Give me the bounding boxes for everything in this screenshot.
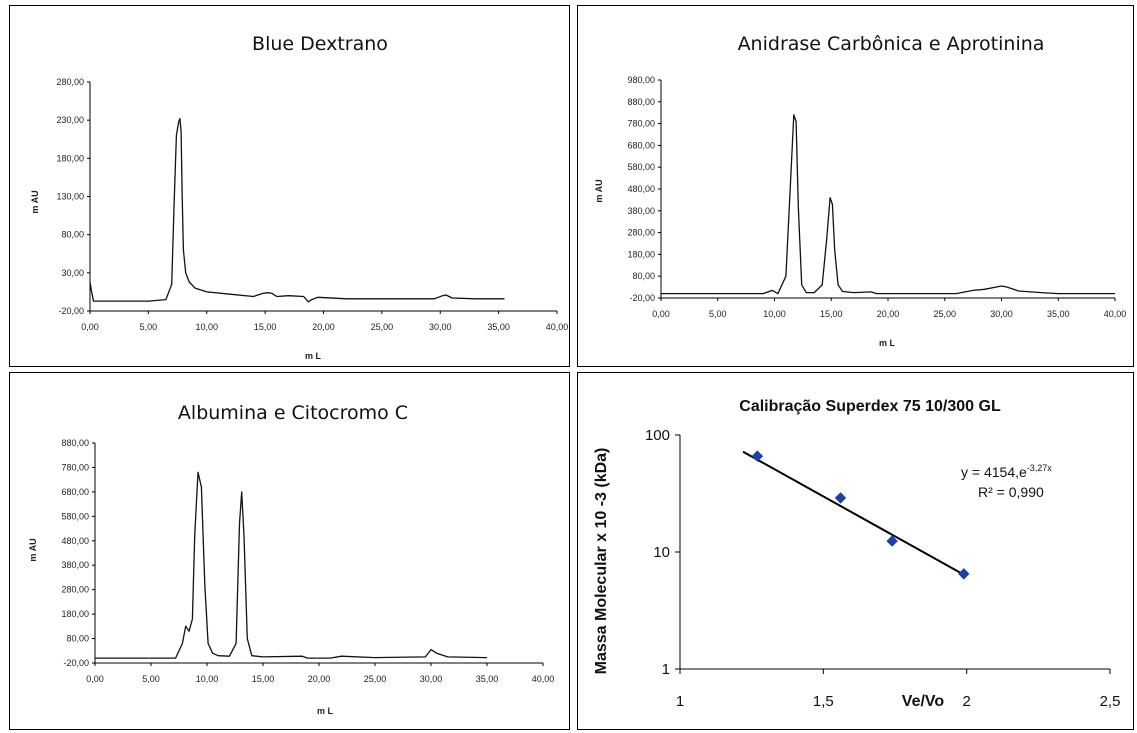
x-tick-label: 30,00 <box>990 309 1013 319</box>
y-tick-label: 680,00 <box>61 487 89 497</box>
trendline <box>742 450 968 578</box>
x-tick-label: 5,00 <box>140 322 158 332</box>
y-tick-label: 230,00 <box>56 115 84 125</box>
y-tick-label: 580,00 <box>61 511 89 521</box>
chromatogram-line <box>89 117 505 303</box>
x-tick-label: 0,00 <box>86 674 104 684</box>
y-tick-label: -20,00 <box>629 293 655 303</box>
chart-title: Albumina e Citocromo C <box>178 402 408 424</box>
x-axis-label: m L <box>317 706 334 716</box>
x-axis-label: Ve/Vo <box>902 693 945 710</box>
equation-label: y = 4154,e-3,27x <box>961 463 1052 480</box>
x-axis-label: m L <box>305 351 322 361</box>
x-tick-label: 10,00 <box>196 674 219 684</box>
x-tick-label: 30,00 <box>420 674 443 684</box>
y-tick-label: 780,00 <box>61 462 89 472</box>
x-tick-label: 20,00 <box>308 674 331 684</box>
chart-panel-anidrase: Anidrase Carbônica e Aprotinina m L m AU… <box>577 5 1134 367</box>
x-tick-label: 5,00 <box>142 674 160 684</box>
y-tick-label: 100 <box>645 427 670 444</box>
y-tick-label: 80,00 <box>61 230 84 240</box>
y-tick-label: 780,00 <box>627 119 655 129</box>
y-axis-label: m AU <box>28 538 38 561</box>
x-tick-label: 40,00 <box>1104 309 1127 319</box>
chart-title: Anidrase Carbônica e Aprotinina <box>738 33 1045 55</box>
y-axis-label: m AU <box>594 179 604 202</box>
y-tick-label: 280,00 <box>56 77 84 87</box>
chromatogram-line <box>95 471 488 659</box>
y-tick-label: 1 <box>662 661 670 678</box>
x-tick-label: 40,00 <box>532 674 555 684</box>
y-tick-label: -20,00 <box>58 306 84 316</box>
x-tick-label: 2 <box>962 693 970 710</box>
chart-anidrase-aprotinina: Anidrase Carbônica e Aprotinina m L m AU… <box>594 33 1127 348</box>
chart-panel-calibration: Calibração Superdex 75 10/300 GL Ve/Vo M… <box>577 372 1134 730</box>
x-tick-label: 1 <box>676 693 684 710</box>
y-tick-label: 580,00 <box>627 162 655 172</box>
x-tick-label: 20,00 <box>877 309 900 319</box>
x-tick-label: 25,00 <box>364 674 387 684</box>
chart-blue-dextrano: Blue Dextrano m L m AU -20,00 30,00 80,00 1… <box>30 33 569 361</box>
x-tick-label: 25,00 <box>371 322 394 332</box>
x-tick-label: 35,00 <box>487 322 510 332</box>
y-tick-label: 80,00 <box>66 634 89 644</box>
y-tick-label: -20,00 <box>63 658 89 668</box>
chart-title: Blue Dextrano <box>252 33 388 55</box>
equation-exponent: -3,27x <box>1027 463 1053 473</box>
x-tick-label: 15,00 <box>820 309 843 319</box>
x-tick-label: 15,00 <box>254 322 277 332</box>
y-axis-label: Massa Molecular x 10 -3 (kDa) <box>593 448 610 675</box>
y-tick-label: 680,00 <box>627 140 655 150</box>
y-tick-label: 130,00 <box>56 192 84 202</box>
data-point <box>958 568 970 580</box>
data-point <box>834 492 847 504</box>
x-tick-label: 5,00 <box>709 309 727 319</box>
y-tick-label: 380,00 <box>61 560 89 570</box>
r-squared-label: R² = 0,990 <box>978 484 1044 500</box>
y-tick-label: 180,00 <box>61 609 89 619</box>
y-axis-label: m AU <box>30 190 40 213</box>
y-tick-label: 980,00 <box>627 75 655 85</box>
x-tick-label: 30,00 <box>429 322 452 332</box>
y-tick-label: 280,00 <box>627 228 655 238</box>
y-tick-label: 80,00 <box>632 271 655 281</box>
x-tick-label: 2,5 <box>1100 693 1121 710</box>
y-tick-label: 480,00 <box>627 184 655 194</box>
y-tick-label: 380,00 <box>627 206 655 216</box>
y-tick-label: 180,00 <box>56 153 84 163</box>
chromatogram-line <box>661 114 1115 295</box>
x-tick-label: 10,00 <box>195 322 218 332</box>
chart-calibration-superdex: Calibração Superdex 75 10/300 GL Ve/Vo M… <box>593 398 1121 710</box>
chart-title: Calibração Superdex 75 10/300 GL <box>739 398 1001 415</box>
equation-text: y = 4154,e <box>961 464 1027 480</box>
y-tick-label: 880,00 <box>627 97 655 107</box>
y-tick-label: 10 <box>653 544 670 561</box>
chart-panel-blue-dextrano: Blue Dextrano m L m AU -20,00 30,00 80,00 1… <box>9 5 570 367</box>
x-tick-label: 40,00 <box>546 322 569 332</box>
x-tick-label: 1,5 <box>813 693 834 710</box>
y-tick-label: 480,00 <box>61 536 89 546</box>
x-tick-label: 15,00 <box>252 674 275 684</box>
data-point <box>886 535 898 547</box>
y-tick-label: 880,00 <box>61 438 89 448</box>
x-tick-label: 25,00 <box>933 309 956 319</box>
x-tick-label: 0,00 <box>652 309 670 319</box>
x-tick-label: 35,00 <box>1047 309 1070 319</box>
y-tick-label: 180,00 <box>627 249 655 259</box>
y-tick-label: 280,00 <box>61 585 89 595</box>
chart-panel-albumina: Albumina e Citocromo C m L m AU -20,00 80… <box>9 372 570 730</box>
data-point <box>751 450 764 462</box>
x-tick-label: 35,00 <box>476 674 499 684</box>
x-tick-label: 20,00 <box>312 322 335 332</box>
x-tick-label: 10,00 <box>763 309 786 319</box>
y-tick-label: 30,00 <box>61 268 84 278</box>
x-tick-label: 0,00 <box>81 322 99 332</box>
x-axis-label: m L <box>879 338 896 348</box>
chart-albumina-citocromo: Albumina e Citocromo C m L m AU -20,00 80… <box>28 402 555 716</box>
